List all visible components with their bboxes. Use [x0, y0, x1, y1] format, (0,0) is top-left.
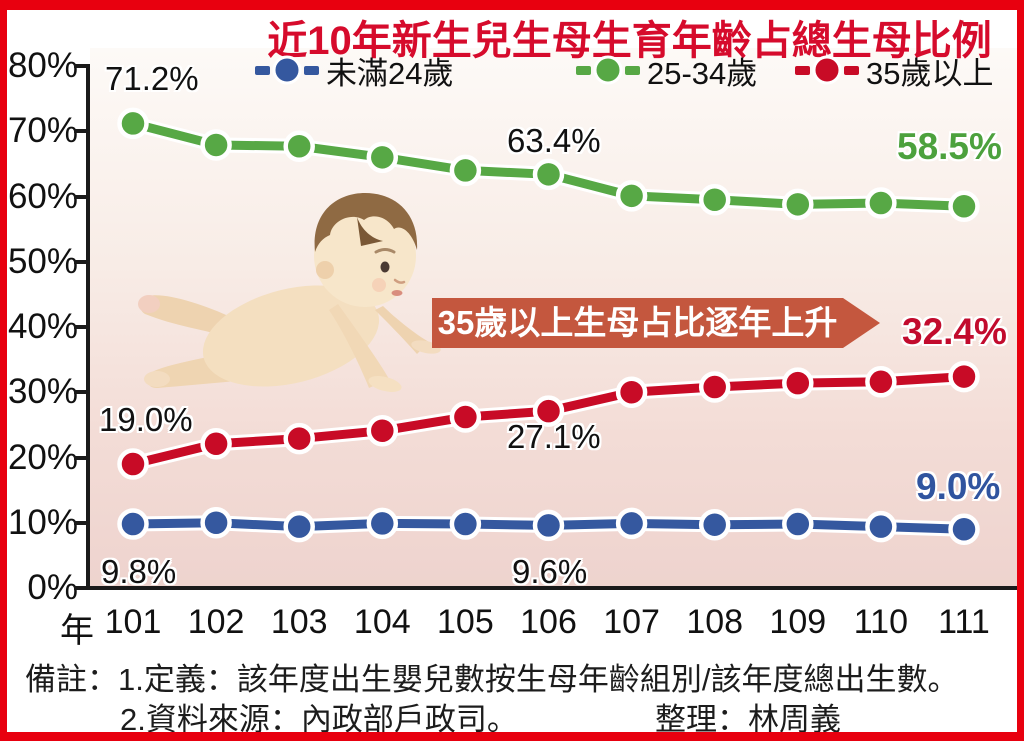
- data-label: 9.8%: [101, 553, 177, 590]
- x-axis-label: 109: [769, 603, 827, 641]
- y-axis-tick: [74, 586, 87, 590]
- x-axis-line: [74, 586, 1017, 590]
- y-axis-line: [86, 64, 90, 590]
- y-axis-label: 20%: [7, 437, 78, 477]
- y-axis-label: 40%: [7, 307, 78, 346]
- data-label: 9.6%: [512, 553, 588, 590]
- y-axis-tick: [74, 194, 87, 199]
- legend-marker-icon: [795, 55, 859, 85]
- legend-marker-icon: [576, 55, 640, 85]
- y-axis-label: 50%: [7, 241, 78, 281]
- x-axis-label: 103: [270, 603, 328, 641]
- data-label: 32.4%: [902, 311, 1007, 352]
- data-label: 71.2%: [105, 60, 199, 97]
- legend-item: 35歲以上: [795, 53, 993, 91]
- y-axis-label: 10%: [7, 502, 78, 542]
- y-axis-tick: [74, 64, 87, 68]
- banner-arrowhead-icon: [843, 298, 880, 348]
- legend-label: 35歲以上: [866, 55, 994, 91]
- legend-item: 未滿24歲: [255, 53, 453, 91]
- x-axis-label: 106: [520, 603, 577, 641]
- y-axis-label: 30%: [7, 372, 78, 412]
- data-label: 19.0%: [99, 401, 193, 438]
- data-label: 58.5%: [897, 126, 1002, 167]
- legend-marker-icon: [255, 55, 319, 85]
- x-axis-label: 102: [187, 603, 245, 641]
- y-axis-label: 80%: [7, 46, 78, 85]
- x-axis-label: 111: [938, 603, 990, 641]
- chart-title: 近10年新生兒生母生育年齡占總生母比例: [267, 19, 992, 63]
- data-label: 27.1%: [507, 418, 601, 455]
- baby-image: [138, 193, 441, 392]
- footnote-source: 2.資料來源：內政部戶政司。: [120, 702, 518, 737]
- y-axis-tick: [74, 455, 87, 460]
- legend-label: 未滿24歲: [326, 55, 454, 91]
- x-axis-label: 101: [104, 603, 162, 641]
- legend-label: 25-34歲: [647, 55, 758, 91]
- footnote-definition: 備註：1.定義：該年度出生嬰兒數按生母年齡組別/該年度總出生數。: [25, 662, 959, 697]
- footnote-credit: 整理：林周義: [655, 702, 841, 737]
- y-axis-label: 70%: [7, 111, 78, 151]
- data-label: 9.0%: [916, 466, 1001, 507]
- y-axis-tick: [74, 259, 87, 264]
- y-axis-tick: [74, 390, 87, 395]
- x-axis-label: 110: [853, 603, 908, 641]
- rising-trend-banner: 35歲以上生母占比逐年上升: [432, 298, 843, 348]
- y-axis-label: 0%: [27, 568, 78, 607]
- y-axis-tick: [74, 129, 87, 134]
- y-axis-label: 60%: [7, 176, 78, 216]
- data-label: 63.4%: [507, 122, 601, 159]
- x-axis-label: 107: [603, 603, 660, 641]
- x-axis-label: 108: [686, 603, 744, 641]
- x-axis-label: 104: [353, 603, 411, 641]
- x-axis-unit-label: 年: [60, 612, 94, 650]
- y-axis-tick: [74, 520, 87, 525]
- legend-item: 25-34歲: [576, 53, 757, 91]
- x-axis-label: 105: [437, 603, 494, 641]
- y-axis-tick: [74, 325, 87, 329]
